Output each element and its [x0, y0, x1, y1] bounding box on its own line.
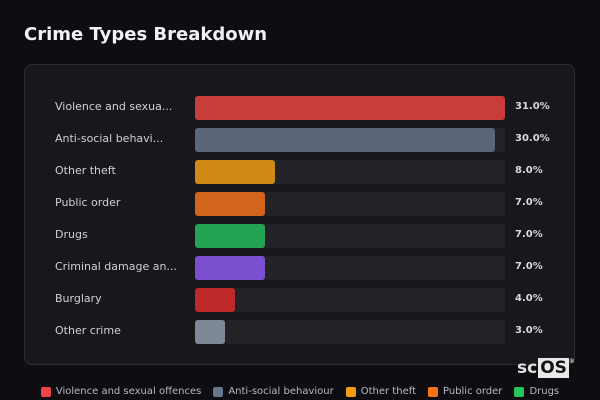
legend-item[interactable]: Public order: [427, 386, 503, 397]
value-label: 7.0%: [515, 229, 543, 240]
category-label: Anti-social behavi...: [55, 132, 164, 145]
logo-mark: ®: [568, 358, 575, 365]
legend-item[interactable]: Anti-social behaviour: [213, 386, 334, 397]
bar-track: [195, 224, 505, 248]
bar-track: [195, 320, 505, 344]
category-label: Other crime: [55, 324, 121, 337]
bar[interactable]: [195, 224, 265, 248]
legend-item[interactable]: Drugs: [514, 386, 559, 397]
category-label: Drugs: [55, 228, 88, 241]
bar-track: [195, 192, 505, 216]
legend-label: Violence and sexual offences: [55, 386, 202, 397]
legend-swatch: [40, 386, 51, 397]
bar-track: [195, 288, 505, 312]
legend-swatch: [427, 386, 438, 397]
logo-text-b: OS: [538, 358, 569, 378]
value-label: 3.0%: [515, 325, 543, 336]
legend-swatch: [213, 386, 224, 397]
bar[interactable]: [195, 320, 225, 344]
bar-row: Other crime 3.0%: [25, 320, 574, 344]
bar-row: Public order 7.0%: [25, 192, 574, 216]
value-label: 31.0%: [515, 101, 550, 112]
bar-row: Anti-social behavi... 30.0%: [25, 128, 574, 152]
bar-row: Violence and sexua... 31.0%: [25, 96, 574, 120]
legend-label: Other theft: [360, 386, 416, 397]
bar-row: Drugs 7.0%: [25, 224, 574, 248]
bar-track: [195, 128, 505, 152]
category-label: Criminal damage an...: [55, 260, 177, 273]
legend-swatch: [345, 386, 356, 397]
bar[interactable]: [195, 160, 275, 184]
bar[interactable]: [195, 288, 235, 312]
category-label: Violence and sexua...: [55, 100, 173, 113]
value-label: 7.0%: [515, 261, 543, 272]
legend-swatch: [514, 386, 525, 397]
category-label: Other theft: [55, 164, 116, 177]
bar-row: Burglary 4.0%: [25, 288, 574, 312]
legend-item[interactable]: Violence and sexual offences: [40, 386, 202, 397]
value-label: 7.0%: [515, 197, 543, 208]
value-label: 8.0%: [515, 165, 543, 176]
value-label: 30.0%: [515, 133, 550, 144]
logo-text-a: sc: [517, 358, 538, 378]
bar[interactable]: [195, 96, 505, 120]
bar-row: Other theft 8.0%: [25, 160, 574, 184]
bar-track: [195, 96, 505, 120]
legend-label: Public order: [442, 386, 503, 397]
legend-item[interactable]: Other theft: [345, 386, 416, 397]
bar-row: Criminal damage an... 7.0%: [25, 256, 574, 280]
bar[interactable]: [195, 192, 265, 216]
legend: Violence and sexual offences Anti-social …: [0, 386, 600, 397]
bar-track: [195, 160, 505, 184]
value-label: 4.0%: [515, 293, 543, 304]
chart-title: Crime Types Breakdown: [24, 24, 268, 45]
scos-logo: sc OS ®: [517, 358, 575, 378]
legend-label: Drugs: [529, 386, 560, 397]
category-label: Public order: [55, 196, 121, 209]
category-label: Burglary: [55, 292, 102, 305]
bar-track: [195, 256, 505, 280]
legend-label: Anti-social behaviour: [228, 386, 334, 397]
bar[interactable]: [195, 256, 265, 280]
chart-card: Violence and sexua... 31.0% Anti-social b…: [24, 64, 575, 365]
bar[interactable]: [195, 128, 495, 152]
